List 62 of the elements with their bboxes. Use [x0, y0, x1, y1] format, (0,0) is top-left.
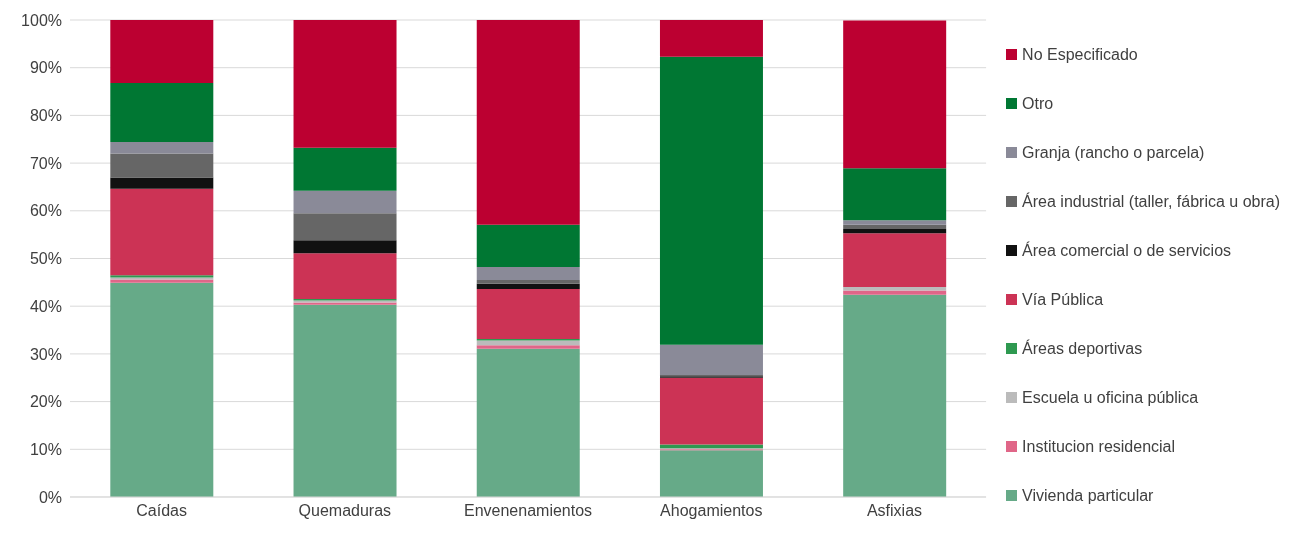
y-tick-label: 10%: [29, 440, 62, 458]
bar: [659, 20, 763, 57]
legend-label: Áreas deportivas: [1022, 339, 1143, 358]
legend-label: Granja (rancho o parcela): [1022, 143, 1205, 162]
bar: [476, 279, 580, 284]
bar: [843, 233, 947, 288]
bar: [293, 304, 397, 497]
y-tick-label: 50%: [29, 250, 62, 268]
legend-label: Institucion residencial: [1022, 437, 1176, 456]
bar: [476, 20, 580, 225]
bar: [293, 253, 397, 300]
y-tick-label: 100%: [21, 11, 62, 29]
bar: [659, 344, 763, 375]
y-tick-label: 30%: [29, 345, 62, 363]
bar: [476, 224, 580, 268]
legend-label: Área industrial (taller, fábrica u obra): [1022, 192, 1280, 211]
bar: [843, 220, 947, 225]
y-tick-label: 70%: [29, 154, 62, 172]
bar: [476, 345, 580, 349]
x-tick-label: Asfixias: [866, 502, 923, 520]
y-tick-label: 0%: [38, 488, 62, 506]
bar: [476, 289, 580, 340]
legend-label: Otro: [1022, 94, 1054, 113]
bar: [659, 377, 763, 445]
bar: [476, 348, 580, 497]
bar: [293, 190, 397, 214]
bar: [110, 20, 214, 83]
bar: [110, 153, 214, 178]
legend-label: No Especificado: [1022, 45, 1138, 64]
legend-label: Escuela u oficina pública: [1022, 388, 1199, 407]
bar: [843, 228, 947, 234]
x-tick-label: Quemaduras: [298, 502, 392, 520]
bar: [843, 290, 947, 295]
y-tick-label: 40%: [29, 297, 62, 315]
bar: [659, 56, 763, 345]
x-tick-label: Envenenamientos: [464, 502, 593, 520]
bar: [293, 240, 397, 254]
bar: [843, 224, 947, 229]
bar: [476, 267, 580, 280]
bar: [293, 213, 397, 241]
bar: [476, 283, 580, 290]
legend-label: Vía Pública: [1022, 290, 1104, 309]
legend-label: Área comercial o de servicios: [1022, 241, 1232, 260]
y-tick-label: 80%: [29, 107, 62, 125]
x-tick-label: Caídas: [136, 502, 187, 520]
bar: [110, 188, 214, 276]
bar: [843, 294, 947, 497]
bar: [659, 450, 763, 497]
bar: [843, 168, 947, 221]
bar: [843, 20, 947, 169]
y-tick-label: 20%: [29, 393, 62, 411]
bar: [293, 147, 397, 191]
bar: [110, 142, 214, 154]
bar: [293, 20, 397, 148]
y-tick-label: 90%: [29, 59, 62, 77]
legend-label: Vivienda particular: [1022, 486, 1154, 505]
bar: [110, 282, 214, 497]
bar: [110, 177, 214, 189]
bar: [843, 287, 947, 291]
y-tick-label: 60%: [29, 202, 62, 220]
x-tick-label: Ahogamientos: [660, 502, 763, 520]
bar: [110, 82, 214, 143]
